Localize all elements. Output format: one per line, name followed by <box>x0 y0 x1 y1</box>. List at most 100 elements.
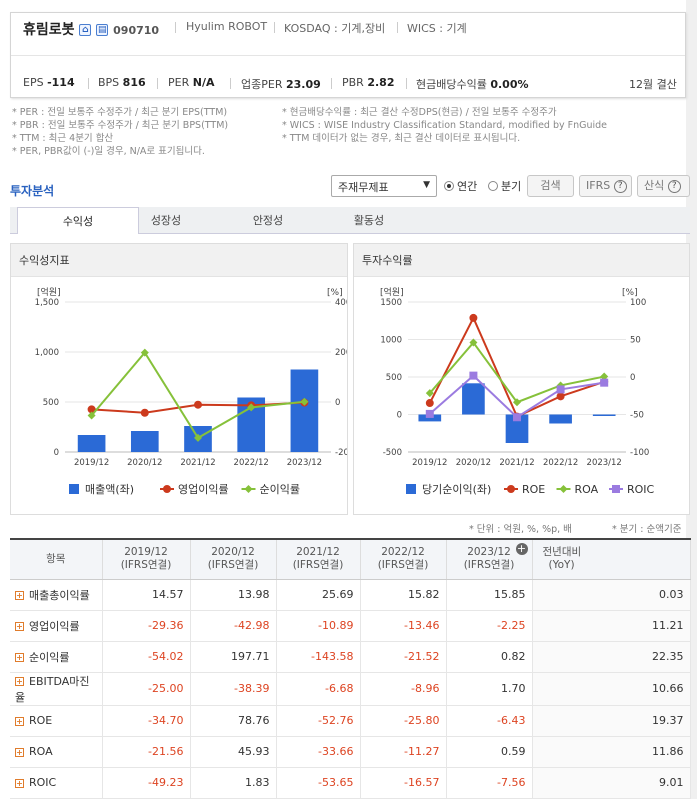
ratio-table: 항목 2019/12 (IFRS연결) 2020/12 (IFRS연결) 2021/… <box>10 538 691 799</box>
header-divider <box>11 55 685 56</box>
legend-swatch <box>406 484 416 494</box>
value-cell: -33.66 <box>276 736 361 768</box>
company-header: 휴림로봇 ⌂ ▤ 090710 Hyulim ROBOT KOSDAQ : 기계… <box>10 12 686 98</box>
point-marker <box>140 348 149 357</box>
row-label[interactable]: + 순이익률 <box>10 641 103 673</box>
tab-growth[interactable]: 성장성 <box>150 214 182 227</box>
home-icon[interactable]: ⌂ <box>79 24 92 36</box>
value-cell: -21.56 <box>102 736 191 768</box>
legend-swatch <box>163 485 171 493</box>
company-code: 090710 <box>113 24 160 37</box>
radio-selected-icon <box>444 181 454 191</box>
row-label[interactable]: + ROA <box>10 736 103 768</box>
bar <box>592 414 616 416</box>
expand-icon[interactable]: + <box>15 747 24 757</box>
expand-icon[interactable]: + <box>15 591 24 600</box>
value-cell: 197.71 <box>190 641 277 673</box>
value-cell: -6.43 <box>446 705 533 737</box>
point-marker <box>513 398 521 407</box>
chevron-down-icon: ▼ <box>423 180 430 190</box>
point-marker <box>425 409 434 418</box>
value-cell: -8.96 <box>360 672 447 706</box>
legend-swatch <box>559 485 568 493</box>
x-tick-label: 2023/12 <box>587 458 622 468</box>
value-cell: 78.76 <box>190 705 277 737</box>
legend-label: 매출액(좌) <box>85 483 134 496</box>
row-label[interactable]: + ROIC <box>10 767 103 799</box>
yoy-cell: 0.03 <box>532 579 691 611</box>
left-axis-unit: [억원] <box>380 286 404 298</box>
yoy-cell: 22.35 <box>532 641 691 673</box>
row-label[interactable]: + 영업이익률 <box>10 610 103 642</box>
legend-swatch <box>507 485 515 493</box>
point-marker <box>556 392 565 401</box>
value-cell: -16.57 <box>360 767 447 799</box>
table-row: + ROA -21.56 45.93 -33.66 -11.27 0.59 11.86 <box>10 736 691 768</box>
help-icon: ? <box>613 179 627 193</box>
y-tick-label: 1500 <box>380 298 402 308</box>
expand-icon[interactable]: + <box>15 653 24 662</box>
point-marker <box>600 378 609 387</box>
x-tick-label: 2019/12 <box>412 458 447 468</box>
radio-annual[interactable]: 연간 <box>444 178 477 194</box>
legend-label: ROA <box>575 483 599 496</box>
value-cell: -52.76 <box>276 705 361 737</box>
y-tick-label: 0 <box>54 448 59 458</box>
search-button[interactable]: 검색 <box>527 175 574 197</box>
value-cell: 14.57 <box>102 579 191 611</box>
divider <box>331 78 332 89</box>
y-tick-label: 500 <box>43 398 59 408</box>
metric-bps: BPS 816 <box>98 76 146 89</box>
value-cell: 15.82 <box>360 579 447 611</box>
right-axis-unit: [%] <box>327 288 343 298</box>
chart-title: 수익성지표 <box>11 244 347 277</box>
point-marker <box>469 371 478 380</box>
expand-icon[interactable]: + <box>15 677 24 686</box>
row-label[interactable]: + EBITDA마진율 <box>10 672 103 706</box>
report-icon[interactable]: ▤ <box>96 24 109 36</box>
x-tick-label: 2022/12 <box>543 458 578 468</box>
legend-label: 영업이익률 <box>178 483 229 496</box>
yoy-cell: 11.21 <box>532 610 691 642</box>
value-cell: -49.23 <box>102 767 191 799</box>
tab-profitability[interactable]: 수익성 <box>17 207 139 234</box>
tab-activity[interactable]: 활동성 <box>353 214 385 227</box>
divider <box>230 78 231 89</box>
market-info: KOSDAQ : 기계,장비 <box>284 22 386 35</box>
value-cell: -42.98 <box>190 610 277 642</box>
point-marker <box>425 389 434 398</box>
tab-stability[interactable]: 안정성 <box>252 214 284 227</box>
y2-tick-label: -50 <box>630 411 644 421</box>
value-cell: -11.27 <box>360 736 447 768</box>
notes-left: * PER : 전일 보통주 수정주가 / 최근 분기 EPS(TTM) * PB… <box>12 107 229 157</box>
expand-icon[interactable]: + <box>15 716 24 726</box>
point-marker <box>469 313 478 322</box>
y2-tick-label: -200 <box>335 448 347 458</box>
notes-right: * 현금배당수익률 : 최근 결산 수정DPS(현금) / 전일 보통주 수정주… <box>282 107 608 144</box>
column-header: 2022/12 (IFRS연결) <box>360 539 447 580</box>
value-cell: 1.83 <box>190 767 277 799</box>
radio-quarterly[interactable]: 분기 <box>488 178 521 194</box>
legend-swatch <box>69 484 79 494</box>
table-row: + 영업이익률 -29.36 -42.98 -10.89 -13.46 -2.25 11.21 <box>10 610 691 642</box>
yoy-cell: 10.66 <box>532 672 691 706</box>
expand-icon[interactable]: + <box>15 622 24 631</box>
statement-select[interactable]: 주재무제표 ▼ <box>331 175 437 197</box>
add-column-icon[interactable]: + <box>515 542 528 555</box>
divider <box>274 22 275 33</box>
ifrs-button[interactable]: IFRS ? <box>579 175 632 197</box>
formula-button[interactable]: 산식 ? <box>637 175 690 197</box>
row-label-text: 영업이익률 <box>29 619 80 633</box>
value-cell: -7.56 <box>446 767 533 799</box>
row-label[interactable]: + 매출총이익률 <box>10 579 103 611</box>
row-label[interactable]: + ROE <box>10 705 103 737</box>
table-row: + ROIC -49.23 1.83 -53.65 -16.57 -7.56 9.01 <box>10 767 691 799</box>
scrollbar[interactable] <box>686 0 697 799</box>
value-cell: 1.70 <box>446 672 533 706</box>
row-label-text: EBITDA마진율 <box>15 674 90 704</box>
x-tick-label: 2022/12 <box>234 458 269 468</box>
chart-panel-returns <box>353 243 690 515</box>
column-header: 2023/12 (IFRS연결) + <box>446 539 533 580</box>
returns-chart: [억원] [%]150010005000-500100500-50-1002019… <box>380 286 655 496</box>
expand-icon[interactable]: + <box>15 778 24 788</box>
